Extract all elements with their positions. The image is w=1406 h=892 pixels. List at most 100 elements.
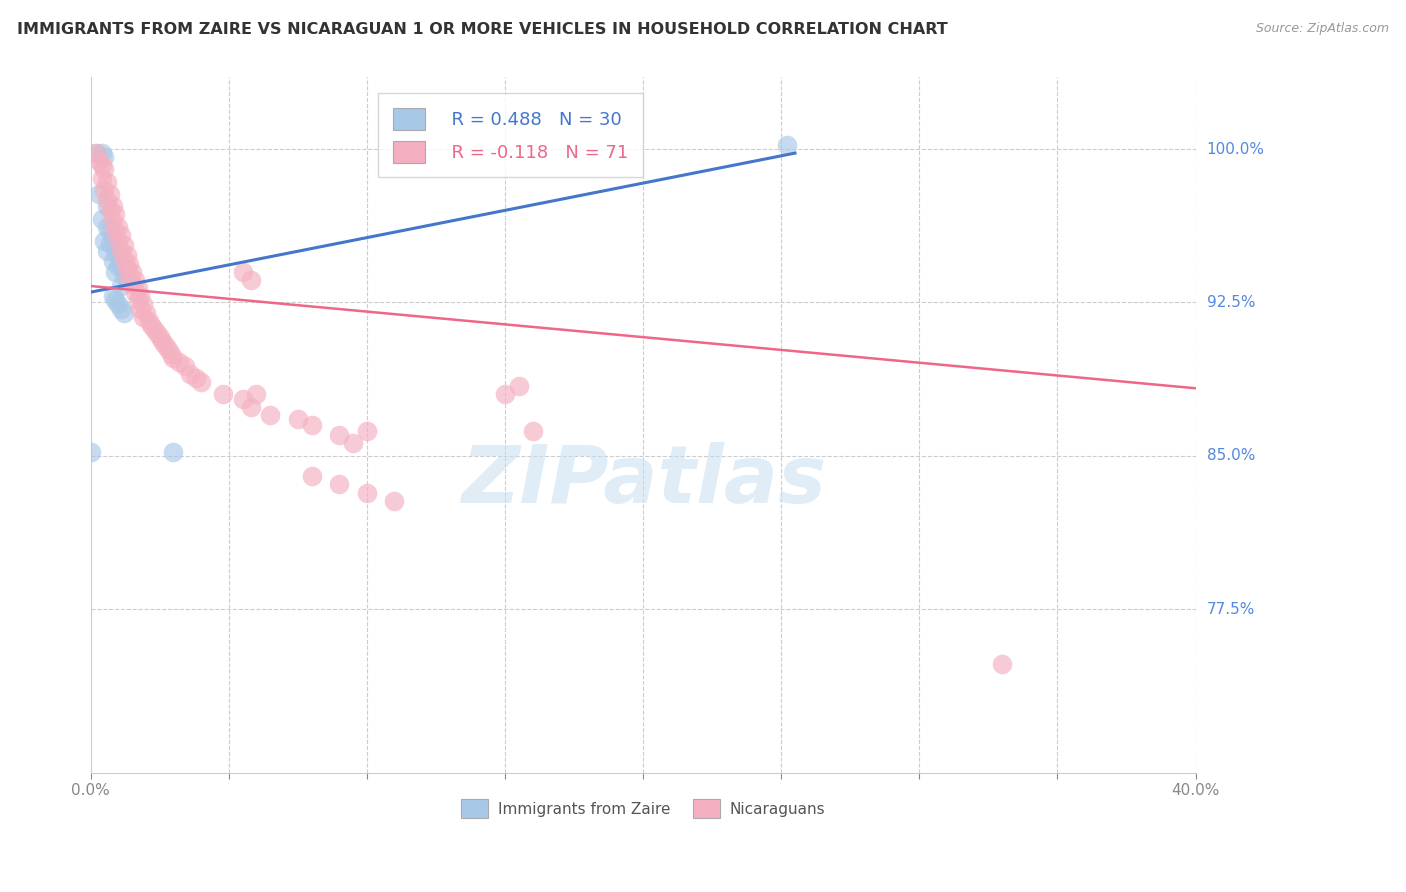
Point [239, 273, 262, 287]
Point [124, 273, 146, 287]
Point [259, 408, 281, 422]
Point [84, 146, 107, 161]
Point [132, 297, 155, 311]
Point [328, 428, 350, 442]
Point [104, 224, 127, 238]
Point [90, 211, 112, 226]
Point [112, 238, 135, 252]
Point [153, 338, 176, 352]
Point [90, 170, 112, 185]
Point [121, 265, 143, 279]
Point [245, 387, 267, 401]
Point [141, 318, 163, 332]
Point [184, 371, 207, 385]
Point [112, 268, 135, 283]
Point [115, 248, 138, 262]
Point [118, 268, 141, 283]
Point [138, 314, 160, 328]
Point [239, 400, 262, 414]
Point [232, 392, 254, 406]
Point [87, 186, 110, 201]
Text: IMMIGRANTS FROM ZAIRE VS NICARAGUAN 1 OR MORE VEHICLES IN HOUSEHOLD CORRELATION : IMMIGRANTS FROM ZAIRE VS NICARAGUAN 1 OR… [17, 22, 948, 37]
Point [101, 254, 124, 268]
Point [110, 279, 132, 293]
Point [522, 424, 544, 438]
Point [384, 493, 406, 508]
Point [146, 326, 169, 340]
Point [508, 379, 530, 393]
Legend: Immigrants from Zaire, Nicaraguans: Immigrants from Zaire, Nicaraguans [454, 793, 831, 824]
Point [110, 301, 132, 316]
Point [112, 305, 135, 319]
Point [96, 219, 118, 234]
Point [107, 219, 129, 234]
Point [98, 236, 121, 251]
Text: 85.0%: 85.0% [1206, 449, 1256, 463]
Point [101, 232, 124, 246]
Point [115, 273, 138, 287]
Point [107, 259, 129, 273]
Point [112, 260, 135, 275]
Point [115, 260, 138, 275]
Point [104, 265, 127, 279]
Text: 92.5%: 92.5% [1206, 295, 1256, 310]
Point [991, 657, 1014, 672]
Point [167, 354, 190, 368]
Point [132, 310, 155, 324]
Point [127, 281, 149, 295]
Point [98, 186, 121, 201]
Point [96, 193, 118, 207]
Point [110, 227, 132, 242]
Point [93, 234, 115, 248]
Point [301, 418, 323, 433]
Point [212, 387, 235, 401]
Point [143, 322, 166, 336]
Point [179, 367, 201, 381]
Point [162, 444, 184, 458]
Point [107, 297, 129, 311]
Point [328, 477, 350, 491]
Point [121, 277, 143, 291]
Point [118, 256, 141, 270]
Point [107, 248, 129, 262]
Point [356, 424, 378, 438]
Point [190, 375, 212, 389]
Point [93, 183, 115, 197]
Point [96, 244, 118, 259]
Point [124, 285, 146, 300]
Point [149, 330, 172, 344]
Point [104, 244, 127, 259]
Point [287, 412, 309, 426]
Point [129, 301, 152, 316]
Point [87, 154, 110, 169]
Point [156, 343, 179, 357]
Point [104, 293, 127, 308]
Point [101, 199, 124, 213]
Point [112, 252, 135, 267]
Point [127, 293, 149, 308]
Point [342, 436, 364, 450]
Point [159, 346, 181, 360]
Point [129, 289, 152, 303]
Point [110, 244, 132, 259]
Point [110, 256, 132, 270]
Point [90, 146, 112, 161]
Point [101, 289, 124, 303]
Text: ZIPatlas: ZIPatlas [461, 442, 825, 520]
Point [232, 265, 254, 279]
Text: Source: ZipAtlas.com: Source: ZipAtlas.com [1256, 22, 1389, 36]
Point [90, 158, 112, 172]
Point [93, 150, 115, 164]
Point [135, 305, 157, 319]
Point [79, 444, 101, 458]
Point [101, 213, 124, 227]
Point [107, 234, 129, 248]
Point [84, 146, 107, 161]
Point [173, 359, 195, 373]
Point [152, 334, 174, 349]
Point [93, 162, 115, 177]
Point [98, 224, 121, 238]
Point [104, 207, 127, 221]
Point [776, 137, 799, 152]
Text: 100.0%: 100.0% [1206, 142, 1264, 156]
